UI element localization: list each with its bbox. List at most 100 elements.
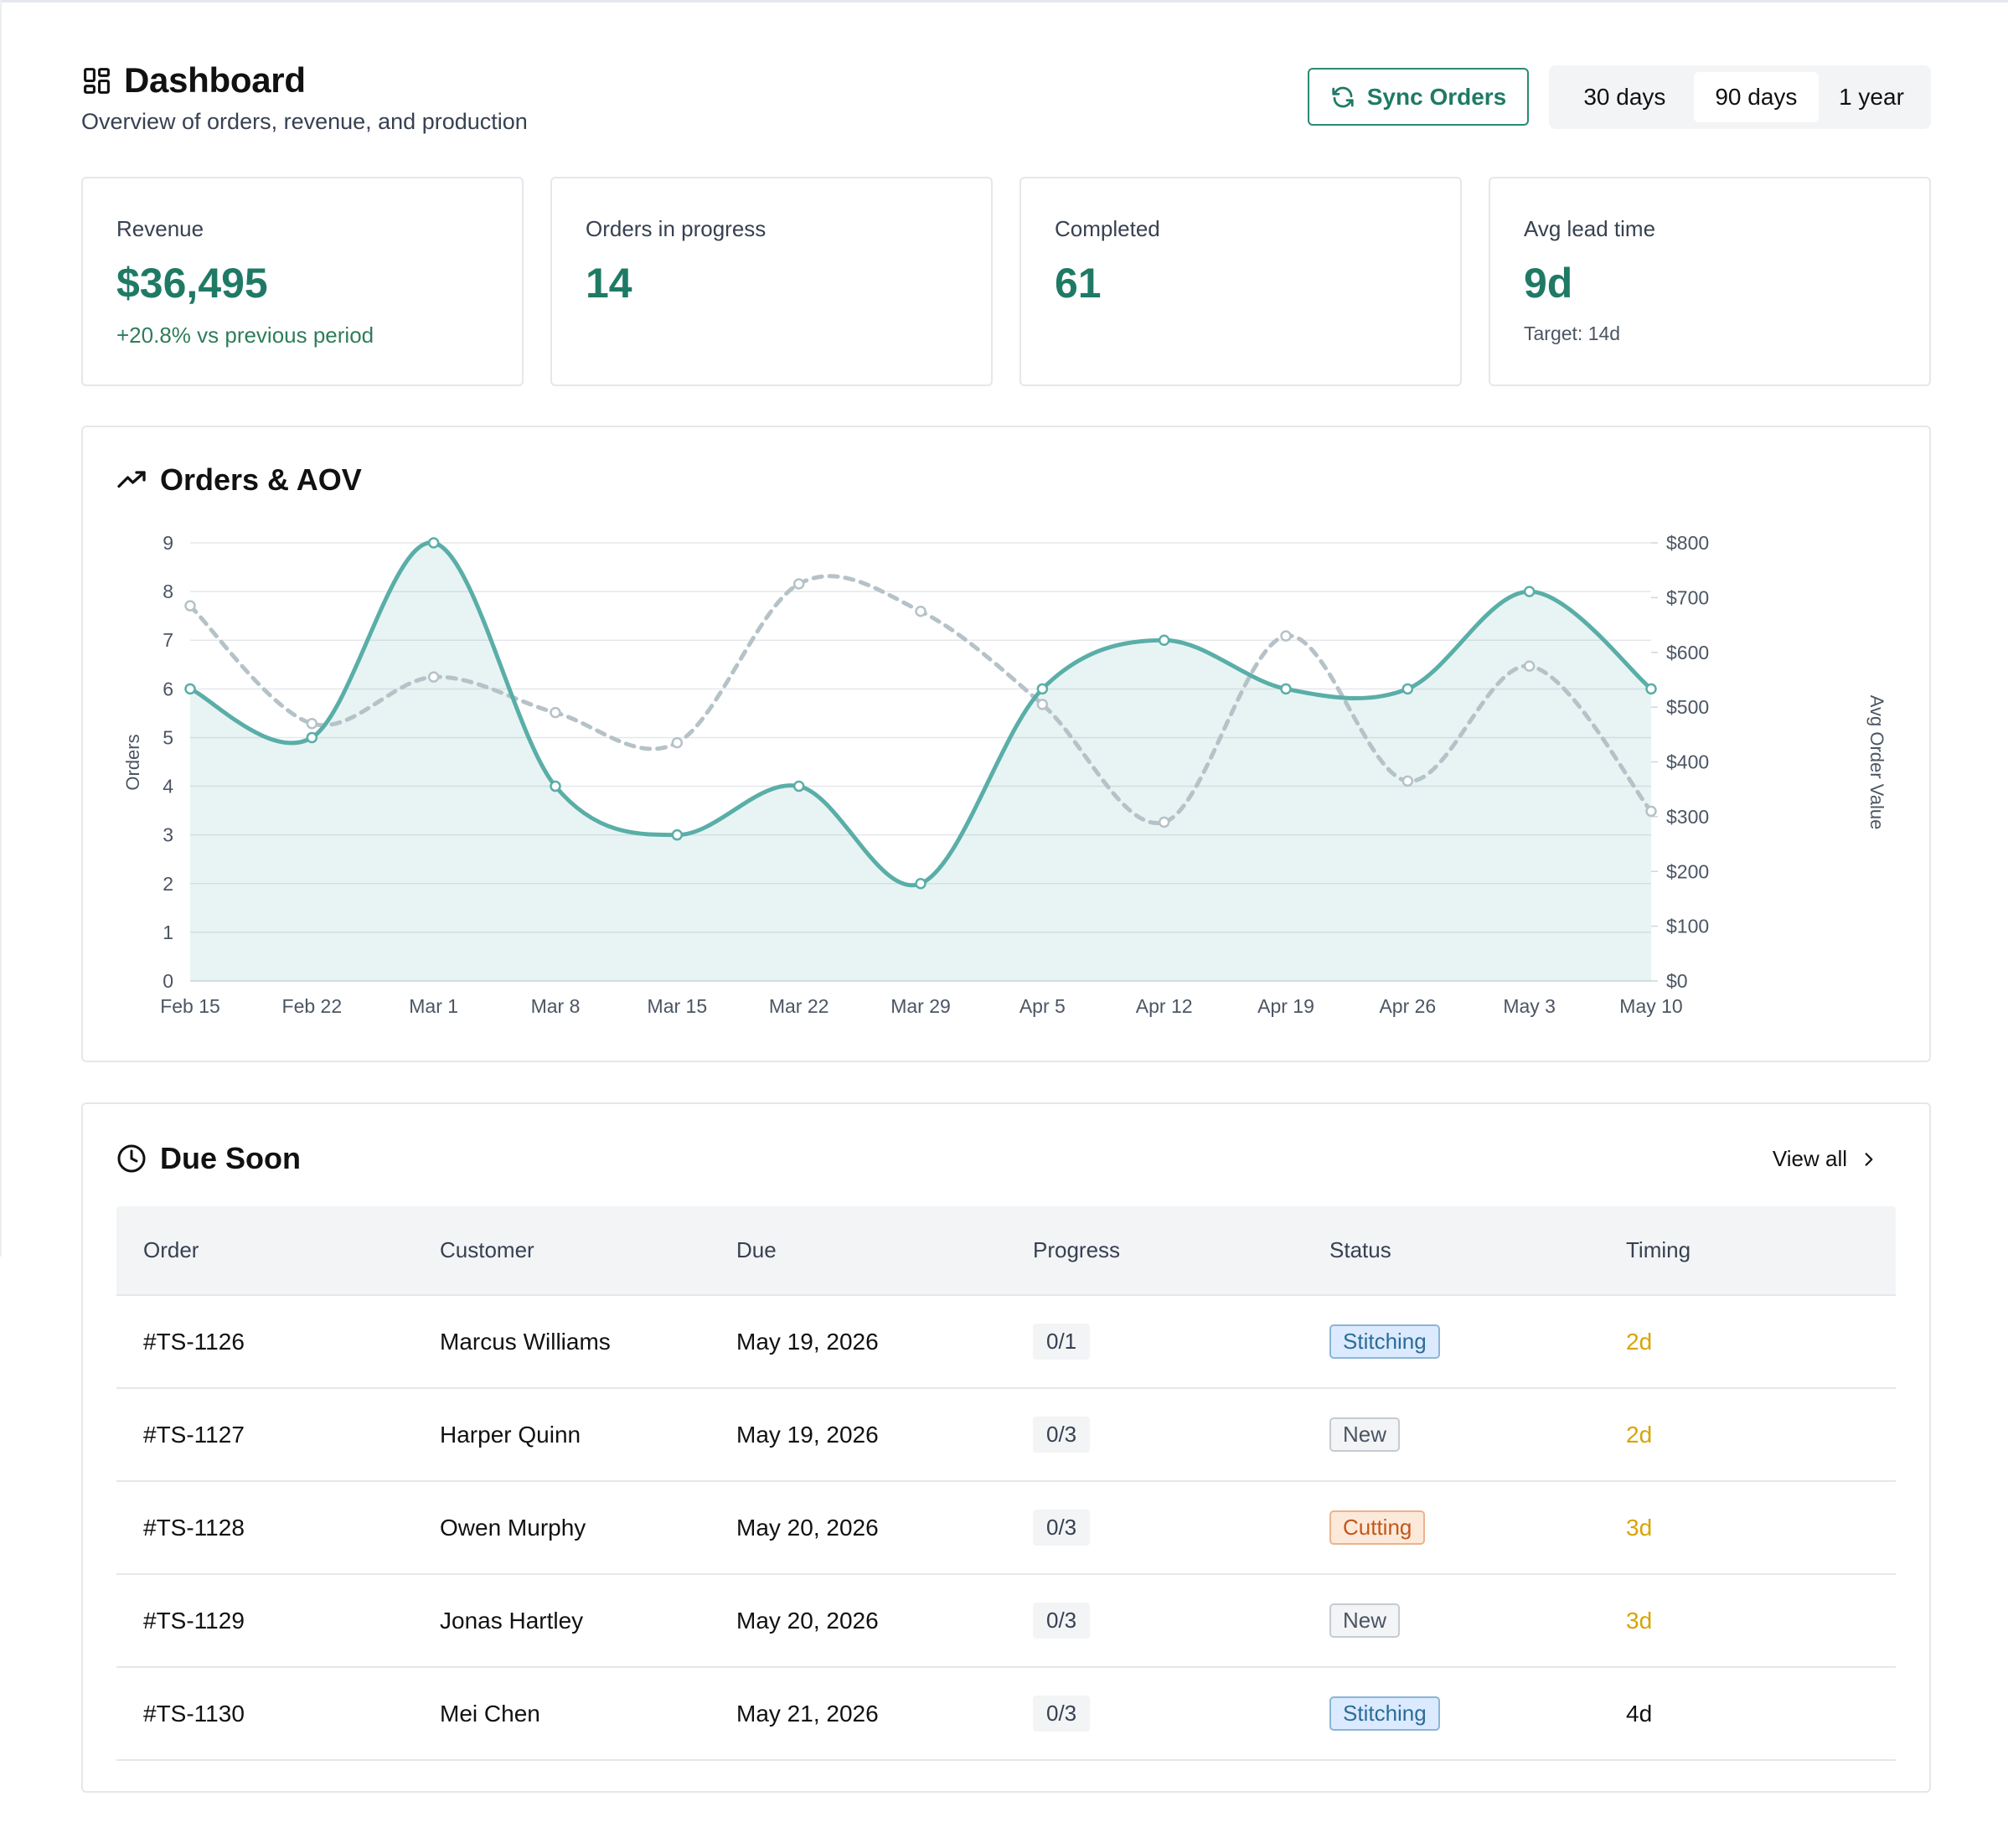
due-date: May 19, 2026 bbox=[736, 1328, 879, 1355]
aov-point bbox=[184, 600, 196, 612]
stat-value: 9d bbox=[1524, 260, 1573, 307]
order-id[interactable]: #TS-1130 bbox=[143, 1700, 245, 1727]
table-row[interactable]: #TS-1129 Jonas Hartley May 20, 2026 0/3 New 3… bbox=[116, 1575, 1896, 1668]
aov-point bbox=[1158, 816, 1170, 829]
x-tick-label: Mar 8 bbox=[531, 995, 581, 1017]
customer-name: Harper Quinn bbox=[440, 1421, 581, 1448]
progress-cell: 0/3 bbox=[1033, 1696, 1329, 1732]
orders-point bbox=[1401, 683, 1414, 695]
due-date: May 19, 2026 bbox=[736, 1421, 879, 1448]
stat-card-completed: Completed 61 bbox=[1019, 177, 1462, 386]
status-badge: New bbox=[1329, 1603, 1401, 1638]
column-header-status[interactable]: Status bbox=[1329, 1237, 1391, 1262]
range-30-days[interactable]: 30 days bbox=[1583, 84, 1666, 110]
timing-value: 3d bbox=[1626, 1607, 1653, 1634]
customer-name: Jonas Hartley bbox=[440, 1607, 584, 1634]
aov-point bbox=[671, 736, 684, 749]
column-header-due[interactable]: Due bbox=[736, 1237, 777, 1262]
status-cell: Stitching bbox=[1329, 1696, 1626, 1731]
customer-name: Marcus Williams bbox=[440, 1328, 611, 1355]
page-subtitle: Overview of orders, revenue, and product… bbox=[81, 109, 528, 134]
customer-name: Owen Murphy bbox=[440, 1514, 586, 1541]
column-header-progress[interactable]: Progress bbox=[1033, 1237, 1121, 1262]
order-id[interactable]: #TS-1126 bbox=[143, 1328, 245, 1355]
aov-point bbox=[915, 605, 927, 617]
x-tick-label: Apr 26 bbox=[1379, 995, 1436, 1017]
x-tick-label: Mar 15 bbox=[648, 995, 708, 1017]
y-right-tick-label: $0 bbox=[1666, 970, 1688, 992]
aov-point bbox=[792, 578, 805, 590]
orders-point bbox=[184, 683, 196, 695]
aov-point bbox=[1645, 805, 1657, 818]
orders-point bbox=[427, 537, 440, 549]
due-soon-title: Due Soon bbox=[160, 1141, 301, 1175]
orders-area bbox=[190, 542, 1651, 981]
chevron-right-icon bbox=[1865, 1152, 1873, 1166]
y-tick-label: 2 bbox=[163, 873, 173, 895]
progress-cell: 0/3 bbox=[1033, 1603, 1329, 1639]
order-id[interactable]: #TS-1127 bbox=[143, 1421, 245, 1448]
due-soon-title-row: Due Soon bbox=[116, 1141, 301, 1176]
view-all-label: View all bbox=[1772, 1146, 1847, 1171]
left-border bbox=[0, 0, 2, 1257]
range-90-days[interactable]: 90 days bbox=[1693, 72, 1819, 122]
column-header-order[interactable]: Order bbox=[143, 1237, 199, 1262]
page-header: Dashboard Overview of orders, revenue, a… bbox=[81, 50, 1931, 142]
view-all-link[interactable]: View all bbox=[1773, 1146, 1877, 1172]
orders-point bbox=[1158, 634, 1170, 646]
chart-title-row: Orders & AOV bbox=[116, 462, 362, 498]
stat-label: Orders in progress bbox=[586, 216, 767, 241]
due-date: May 20, 2026 bbox=[736, 1607, 879, 1634]
aov-point bbox=[1401, 775, 1414, 787]
table-row[interactable]: #TS-1127 Harper Quinn May 19, 2026 0/3 New 2d bbox=[116, 1389, 1896, 1482]
timing-value: 2d bbox=[1626, 1421, 1653, 1448]
status-cell: Stitching bbox=[1329, 1324, 1626, 1359]
x-tick-label: Feb 22 bbox=[282, 995, 343, 1017]
y-right-tick-label: $200 bbox=[1666, 860, 1709, 882]
x-tick-label: Apr 19 bbox=[1257, 995, 1314, 1017]
y-tick-label: 0 bbox=[163, 970, 173, 992]
order-id[interactable]: #TS-1129 bbox=[143, 1607, 245, 1634]
y-right-tick-label: $600 bbox=[1666, 642, 1709, 663]
progress-cell: 0/3 bbox=[1033, 1417, 1329, 1453]
progress-pill: 0/1 bbox=[1033, 1324, 1091, 1360]
stat-note: Target: 14d bbox=[1524, 323, 1621, 344]
due-soon-table: Order Customer Due Progress Status Timin… bbox=[116, 1206, 1896, 1761]
order-id[interactable]: #TS-1128 bbox=[143, 1514, 245, 1541]
progress-cell: 0/3 bbox=[1033, 1510, 1329, 1546]
y-tick-label: 1 bbox=[163, 921, 173, 943]
table-row[interactable]: #TS-1130 Mei Chen May 21, 2026 0/3 Stitching… bbox=[116, 1668, 1896, 1761]
due-soon-card: Due Soon View all Order Customer Due Pro… bbox=[81, 1102, 1931, 1793]
status-cell: New bbox=[1329, 1417, 1626, 1452]
y-right-tick-label: $500 bbox=[1666, 696, 1709, 718]
customer-name: Mei Chen bbox=[440, 1700, 540, 1727]
column-header-customer[interactable]: Customer bbox=[440, 1237, 534, 1262]
stat-value: $36,495 bbox=[116, 260, 268, 307]
range-1-year[interactable]: 1 year bbox=[1839, 84, 1904, 110]
stat-cards: Revenue $36,495 +20.8% vs previous perio… bbox=[81, 177, 1931, 386]
table-body: #TS-1126 Marcus Williams May 19, 2026 0/1 St… bbox=[116, 1296, 1896, 1761]
y-right-tick-label: $800 bbox=[1666, 532, 1709, 554]
aov-point bbox=[1523, 660, 1536, 672]
stat-card-avg-lead-time: Avg lead time 9d Target: 14d bbox=[1489, 177, 1931, 386]
y-tick-label: 3 bbox=[163, 824, 173, 846]
column-header-timing[interactable]: Timing bbox=[1626, 1237, 1691, 1262]
y-right-tick-label: $300 bbox=[1666, 806, 1709, 828]
status-cell: Cutting bbox=[1329, 1510, 1626, 1545]
sync-orders-button[interactable]: Sync Orders bbox=[1308, 68, 1529, 126]
aov-point bbox=[1280, 630, 1292, 642]
y-tick-label: 4 bbox=[163, 776, 173, 798]
chart-title: Orders & AOV bbox=[160, 462, 362, 497]
refresh-icon bbox=[1332, 86, 1354, 107]
due-date: May 20, 2026 bbox=[736, 1514, 879, 1541]
table-row[interactable]: #TS-1126 Marcus Williams May 19, 2026 0/1 St… bbox=[116, 1296, 1896, 1389]
orders-aov-chart-card: 0 1 2 3 4 5 6 7 8 9 $0 $100 $200 $300 $400 $500 $600 $700… bbox=[81, 426, 1931, 1062]
orders-point bbox=[1280, 683, 1292, 695]
clock-icon bbox=[117, 1144, 146, 1173]
orders-point bbox=[792, 780, 805, 792]
orders-aov-chart: 0 1 2 3 4 5 6 7 8 9 $0 $100 $200 $300 $400 $500 $600 $700… bbox=[122, 532, 1887, 1017]
y-right-tick-label: $100 bbox=[1666, 916, 1709, 937]
y-tick-label: 7 bbox=[163, 629, 173, 651]
stat-value: 61 bbox=[1055, 260, 1102, 307]
table-row[interactable]: #TS-1128 Owen Murphy May 20, 2026 0/3 Cuttin… bbox=[116, 1482, 1896, 1575]
